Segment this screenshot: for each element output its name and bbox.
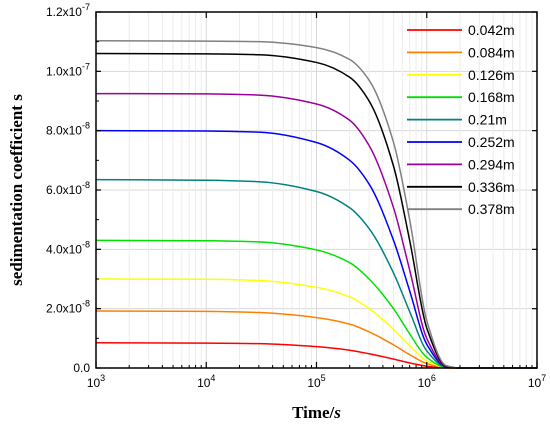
y-tick-label: 1.0x10-7: [46, 61, 90, 78]
series-line-9: [95, 40, 537, 369]
y-tick-label: 0.0: [73, 361, 90, 375]
legend: 0.042m 0.084m 0.126m 0.168m 0.21m 0.252m 0.294…: [407, 22, 515, 217]
legend-label: 0.378m: [468, 201, 515, 217]
y-tick-label: 2.0x10-8: [46, 299, 90, 316]
y-axis-title: sedimentation coefficient s: [7, 94, 26, 286]
axis-ticks: 0.0 2.0x10-8 4.0x10-8 6.0x10-8 8.0x10-8 1.0x1…: [46, 2, 546, 390]
x-tick-label: 104: [197, 373, 215, 390]
y-tick-label: 8.0x10-8: [46, 121, 90, 138]
y-tick-label: 6.0x10-8: [46, 180, 90, 197]
legend-label: 0.084m: [468, 44, 515, 60]
legend-label: 0.252m: [468, 134, 515, 150]
y-tick-label: 1.2x10-7: [46, 2, 90, 19]
x-tick-label: 105: [307, 373, 325, 390]
x-axis-title: Time/s: [292, 403, 341, 422]
x-tick-label: 106: [418, 373, 436, 390]
x-tick-label: 103: [87, 373, 105, 390]
y-tick-label: 4.0x10-8: [46, 239, 90, 256]
legend-label: 0.21m: [468, 112, 507, 128]
legend-label: 0.168m: [468, 89, 515, 105]
legend-label: 0.126m: [468, 67, 515, 83]
x-tick-label: 107: [528, 373, 546, 390]
legend-label: 0.042m: [468, 22, 515, 38]
legend-label: 0.336m: [468, 179, 515, 195]
legend-label: 0.294m: [468, 156, 515, 172]
